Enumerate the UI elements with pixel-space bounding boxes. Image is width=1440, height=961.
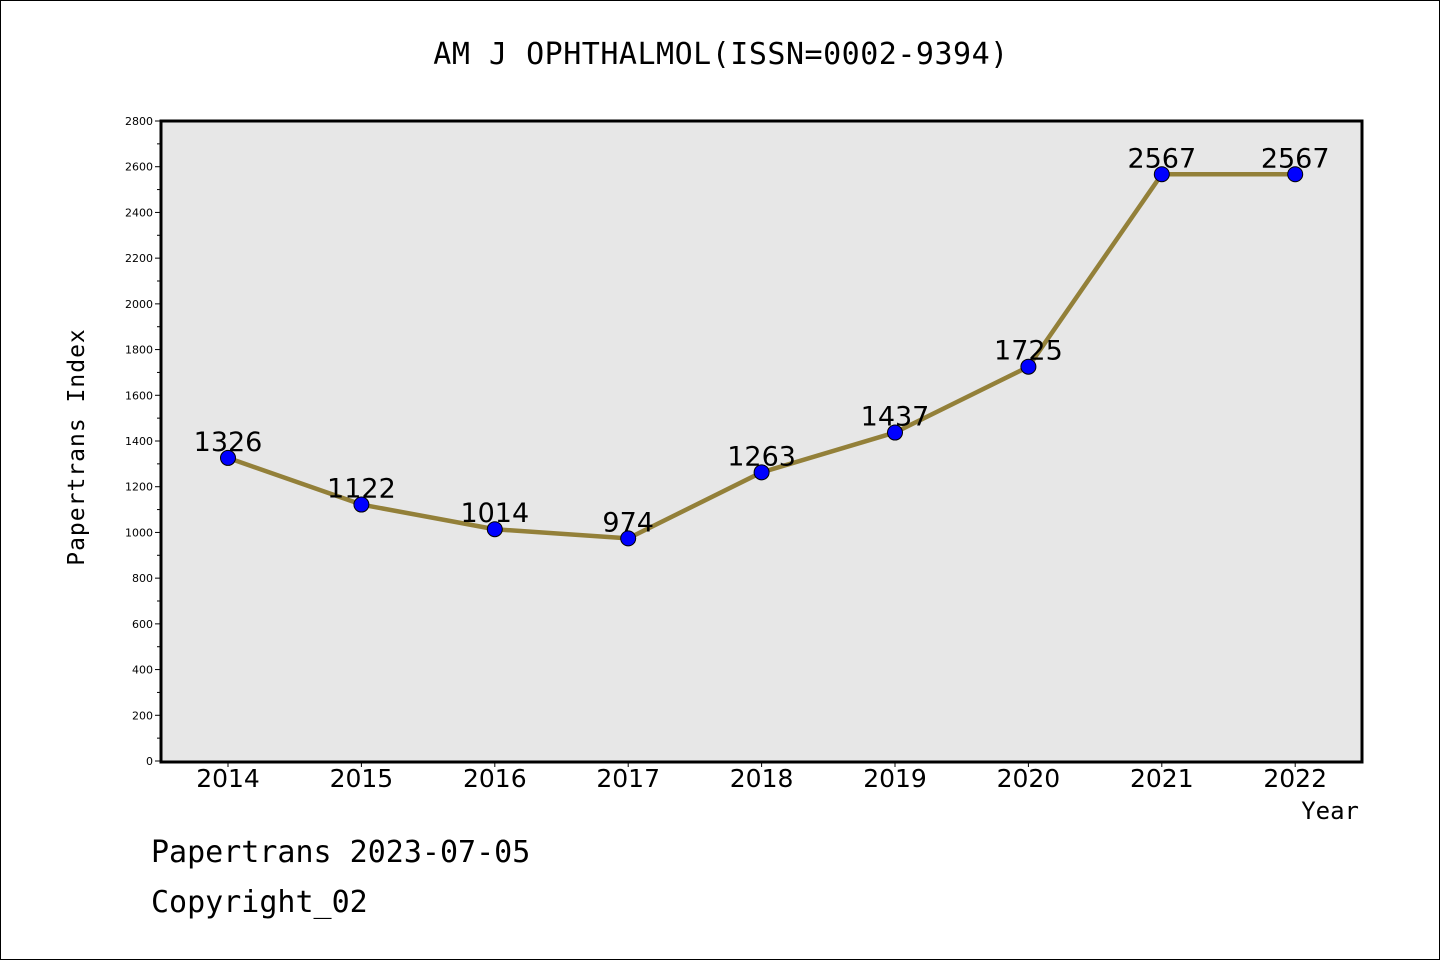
y-tick-label: 0 [146, 755, 153, 768]
x-tick-label: 2021 [1130, 764, 1194, 793]
y-axis: 0 200 400 600 800 1000 1200 1400 1600 1800 2000 220… [125, 115, 161, 768]
y-tick-label: 2400 [125, 206, 153, 219]
y-tick-label: 1400 [125, 435, 153, 448]
y-tick-label: 2600 [125, 161, 153, 174]
data-point [1153, 166, 1170, 183]
x-tick-label: 2017 [596, 764, 660, 793]
data-label: 1122 [327, 474, 396, 505]
data-label: 1326 [194, 427, 263, 458]
data-point [753, 464, 770, 481]
y-tick-label: 2800 [125, 115, 153, 128]
data-point [353, 496, 370, 513]
footer-copyright: Copyright_02 [151, 885, 368, 920]
y-tick-label: 200 [132, 709, 153, 722]
x-tick-label: 2016 [463, 764, 527, 793]
x-tick-label: 2018 [730, 764, 794, 793]
data-point [1020, 358, 1037, 375]
y-tick-label: 600 [132, 618, 153, 631]
x-axis-label: Year [1301, 797, 1359, 825]
y-tick-label: 1800 [125, 344, 153, 357]
x-axis: 2014 2015 2016 2017 2018 2019 2020 2021 2022 [196, 761, 1327, 793]
chart-title: AM J OPHTHALMOL(ISSN=0002-9394) [433, 37, 1009, 72]
data-point [620, 530, 637, 547]
data-label: 1014 [460, 498, 529, 529]
data-label: 1437 [861, 402, 930, 433]
y-tick-label: 1600 [125, 389, 153, 402]
data-label: 974 [602, 507, 654, 538]
data-point [486, 521, 503, 538]
y-tick-label: 800 [132, 572, 153, 585]
data-label: 2567 [1261, 143, 1330, 174]
data-point [1287, 166, 1304, 183]
data-point [220, 449, 236, 466]
plot-area [159, 119, 1364, 764]
y-tick-label: 1000 [125, 526, 153, 539]
y-tick-label: 2200 [125, 252, 153, 265]
y-tick-label: 400 [132, 664, 153, 677]
data-label: 1725 [994, 336, 1063, 367]
x-tick-label: 2020 [997, 764, 1061, 793]
y-tick-label: 1200 [125, 481, 153, 494]
series-group: 1326 1122 1014 974 1263 1437 1725 2567 2567 [194, 143, 1330, 547]
data-point [887, 424, 903, 441]
data-label: 1263 [727, 441, 796, 472]
x-tick-label: 2015 [330, 764, 394, 793]
y-tick-label: 2000 [125, 298, 153, 311]
x-tick-label: 2014 [196, 764, 260, 793]
x-tick-label: 2019 [863, 764, 927, 793]
footer-date: Papertrans 2023-07-05 [151, 835, 531, 870]
data-label: 2567 [1127, 143, 1196, 174]
x-tick-label: 2022 [1263, 764, 1327, 793]
